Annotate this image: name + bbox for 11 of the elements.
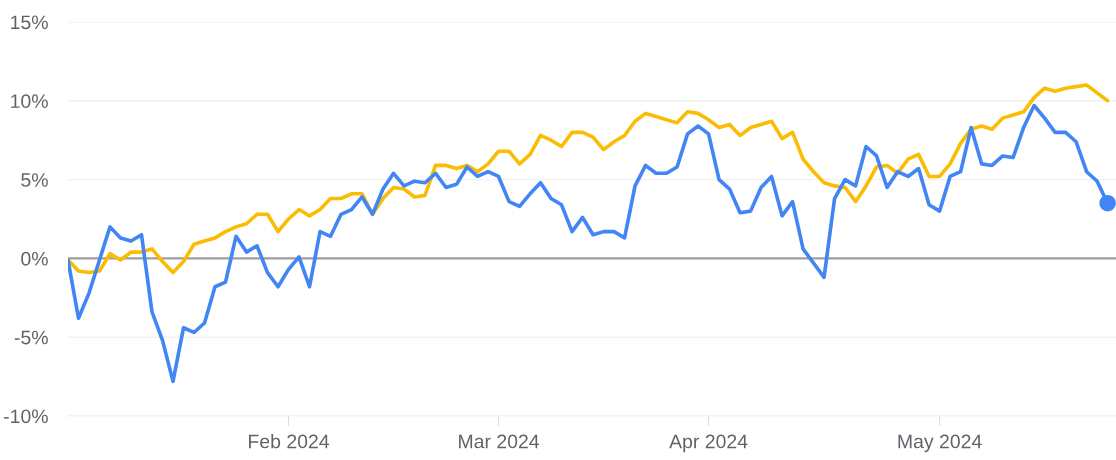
x-tick-label: Apr 2024 xyxy=(669,434,748,453)
x-tick-label: Mar 2024 xyxy=(459,434,540,449)
x-tick-label: May 2024 xyxy=(898,434,982,453)
y-tick-label: 5% xyxy=(21,173,48,187)
y-tick-label: 0% xyxy=(21,251,48,266)
line-series xyxy=(68,83,1110,275)
y-tick-label: -5% xyxy=(14,330,48,345)
y-tick-label: -10% xyxy=(4,409,48,424)
y-tick-label: 15% xyxy=(11,15,48,30)
y-tick-label: 10% xyxy=(11,94,48,109)
x-tick-label: Feb 2024 xyxy=(249,434,330,449)
